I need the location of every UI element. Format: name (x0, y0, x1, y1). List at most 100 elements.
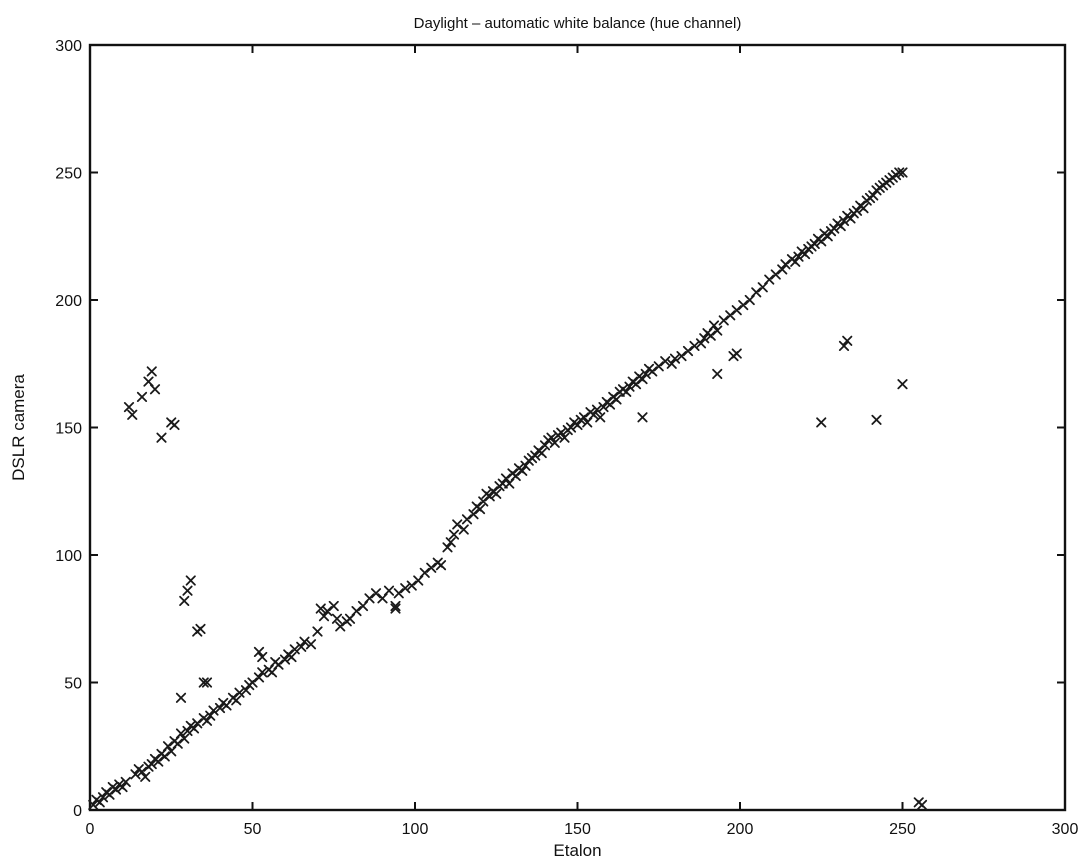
data-point (500, 473, 512, 484)
data-point (669, 353, 681, 364)
data-point (793, 251, 804, 262)
data-point (666, 358, 677, 369)
data-point (731, 305, 742, 316)
data-point (289, 644, 300, 655)
data-point (621, 386, 632, 397)
data-point (322, 606, 333, 617)
data-point (708, 320, 720, 331)
data-point (916, 799, 928, 810)
data-point (205, 710, 216, 721)
data-point (136, 766, 148, 777)
data-point (604, 399, 616, 410)
y-tick-label: 300 (55, 38, 82, 55)
data-point (182, 725, 193, 737)
x-tick-label: 0 (86, 821, 95, 838)
data-point (894, 167, 905, 178)
x-tick-label: 100 (402, 821, 429, 838)
data-point (851, 205, 863, 216)
data-point (556, 427, 567, 438)
data-point (257, 651, 268, 663)
data-point (559, 432, 570, 443)
data-point (419, 567, 430, 578)
data-point (97, 792, 109, 803)
data-point (682, 345, 694, 357)
data-point (565, 422, 577, 433)
data-point (705, 330, 716, 341)
data-point (468, 509, 479, 520)
x-tick-label: 200 (727, 821, 754, 838)
data-point (149, 384, 161, 395)
data-point (201, 715, 213, 726)
data-point (335, 621, 346, 632)
data-point (725, 310, 736, 321)
data-point (695, 338, 707, 349)
data-point (718, 315, 729, 326)
data-point (364, 593, 375, 604)
data-point (637, 412, 648, 423)
y-tick-label: 0 (73, 803, 82, 820)
data-point (136, 391, 148, 403)
data-point (159, 751, 170, 762)
data-point (192, 718, 203, 729)
data-point (234, 687, 245, 698)
data-point (123, 401, 135, 413)
data-point (208, 705, 219, 716)
data-point (198, 677, 209, 688)
data-point (780, 259, 791, 270)
data-point (257, 667, 268, 678)
data-point (442, 542, 453, 553)
data-point (598, 401, 609, 413)
data-point (897, 167, 908, 178)
data-point (637, 373, 648, 385)
data-point (247, 677, 258, 688)
data-point (452, 519, 463, 530)
data-point (588, 409, 599, 420)
data-point (312, 626, 323, 637)
data-point (195, 623, 206, 635)
data-point (435, 560, 447, 571)
data-point (146, 366, 157, 377)
data-point (712, 368, 723, 380)
data-point (296, 641, 307, 652)
data-point (510, 470, 521, 482)
data-point (286, 651, 297, 663)
data-point (94, 797, 105, 808)
data-point (273, 659, 284, 670)
data-point (426, 562, 437, 573)
data-point (104, 789, 115, 800)
x-axis-label: Etalon (553, 841, 601, 860)
data-point (712, 325, 723, 336)
data-point (315, 603, 326, 614)
data-point (578, 412, 590, 423)
data-point (829, 223, 840, 234)
data-point (130, 769, 141, 780)
data-point (331, 613, 343, 624)
data-point (770, 269, 781, 280)
data-point (127, 409, 138, 420)
data-point (279, 654, 291, 665)
data-point (179, 595, 190, 606)
data-point (305, 639, 317, 650)
data-point (858, 203, 869, 214)
data-point (146, 759, 157, 770)
data-point (517, 465, 528, 476)
data-point (445, 537, 456, 548)
data-point (871, 414, 882, 425)
data-point (162, 741, 174, 752)
data-point (764, 274, 775, 285)
data-point (370, 588, 382, 599)
y-tick-label: 150 (55, 421, 82, 438)
data-point (448, 529, 460, 540)
y-tick-label: 250 (55, 166, 82, 183)
data-point (689, 340, 700, 352)
x-tick-label: 50 (244, 821, 262, 838)
data-point (838, 215, 850, 227)
data-point (182, 585, 193, 596)
data-point (809, 238, 820, 250)
data-point (175, 728, 187, 739)
data-point (169, 419, 180, 431)
data-point (120, 776, 131, 788)
x-tick-label: 300 (1052, 821, 1079, 838)
data-point (393, 588, 404, 599)
